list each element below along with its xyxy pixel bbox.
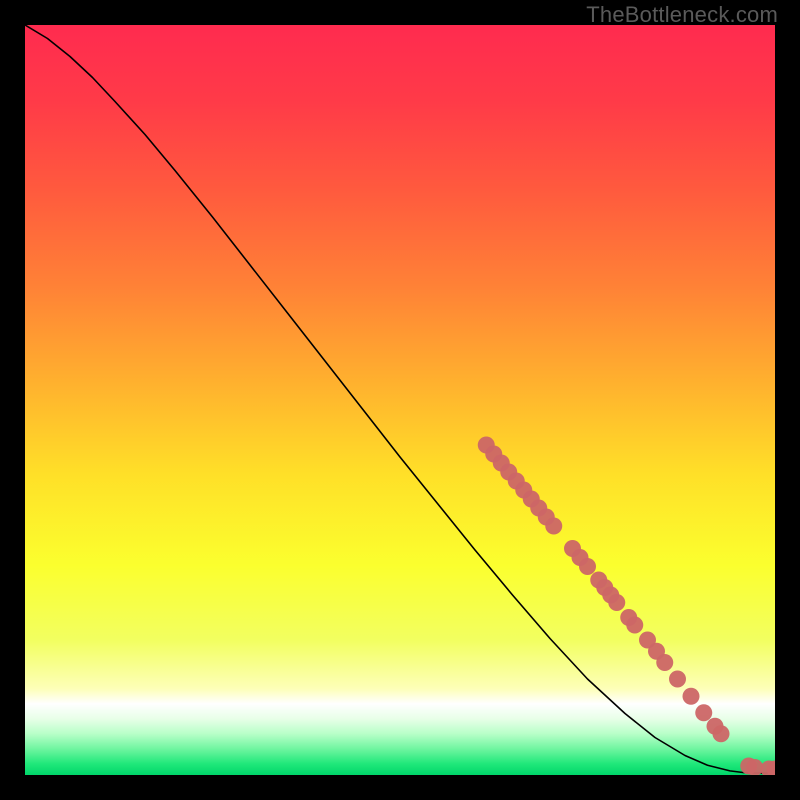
data-marker	[656, 654, 673, 671]
chart-plot-area	[25, 25, 775, 775]
data-marker	[669, 671, 686, 688]
data-marker	[626, 617, 643, 634]
page-root: TheBottleneck.com	[0, 0, 800, 800]
watermark-label: TheBottleneck.com	[586, 2, 778, 28]
chart-svg	[25, 25, 775, 775]
data-marker	[695, 704, 712, 721]
data-marker	[579, 558, 596, 575]
data-marker	[545, 518, 562, 535]
data-marker	[683, 688, 700, 705]
data-marker	[608, 594, 625, 611]
data-marker	[713, 725, 730, 742]
